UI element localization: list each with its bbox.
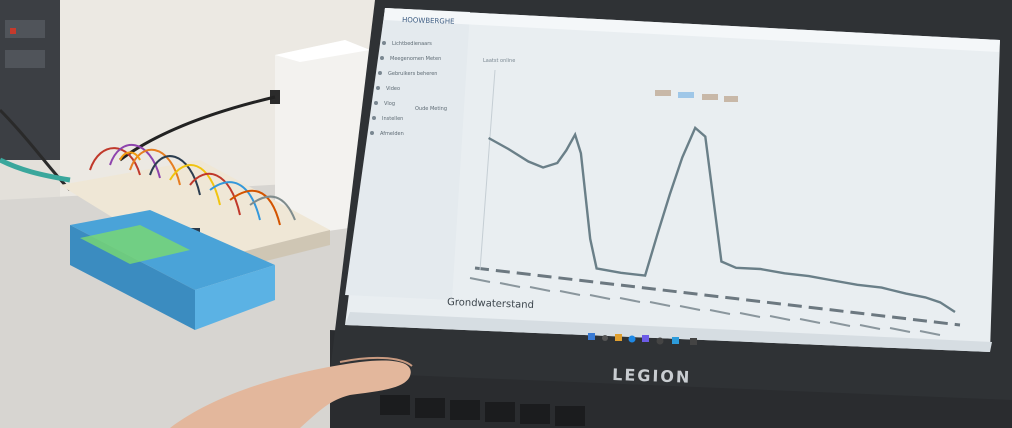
search-icon[interactable] (602, 335, 608, 341)
mid-label: Laatst online (483, 58, 515, 64)
chart-baseline (474, 266, 961, 327)
breadboard (60, 160, 330, 265)
rack-led (10, 28, 16, 34)
app-topbar (384, 8, 1000, 52)
app-icon[interactable] (642, 335, 649, 342)
chart-line (488, 125, 956, 314)
laptop-brand: LEGION (612, 365, 692, 387)
taskbar (345, 312, 992, 352)
rack-module (5, 50, 45, 68)
jumper-wires (89, 143, 296, 226)
sidebar-item-meegenomen[interactable]: Meegenomen Meten (380, 56, 441, 62)
store-icon[interactable] (672, 337, 679, 344)
app-sidebar (345, 8, 470, 300)
white-box (275, 40, 370, 235)
battery-front (195, 265, 275, 330)
laptop-screen (345, 8, 1000, 352)
white-box-top (275, 40, 370, 62)
filter-chip[interactable]: Oude Meting (415, 106, 447, 112)
finger-outline (339, 356, 413, 367)
sidebar-menu: Lichtbedienaars Meegenomen Meten Gebruik… (370, 41, 441, 137)
svg-text:Gebruikers beheren: Gebruikers beheren (388, 71, 437, 77)
sidebar-item-instellen[interactable]: Instellen (372, 116, 403, 122)
sidebar-item-lichtbedienaars[interactable]: Lichtbedienaars (382, 41, 432, 47)
sidebar-item-afmelden[interactable]: Afmelden (370, 131, 404, 137)
taskbar-icons (588, 333, 697, 345)
hand (170, 360, 411, 428)
battery-side (70, 225, 195, 330)
svg-text:Lichtbedienaars: Lichtbedienaars (392, 41, 432, 47)
sidebar-item-gebruikers[interactable]: Gebruikers beheren (378, 71, 437, 77)
chart-legend (655, 90, 738, 102)
chart-caption: Grondwaterstand (447, 297, 534, 311)
browser-icon[interactable] (628, 335, 636, 343)
sidebar-item-vlog[interactable]: Vlog (374, 101, 395, 107)
svg-text:Afmelden: Afmelden (380, 131, 404, 137)
cable-teal (0, 157, 71, 183)
chart-y-axis (479, 69, 496, 271)
folder-icon[interactable] (615, 334, 622, 341)
svg-text:Vlog: Vlog (384, 101, 395, 107)
cable (0, 108, 72, 192)
keyboard (380, 395, 585, 426)
start-icon[interactable] (588, 333, 595, 340)
sidebar-item-video[interactable]: Video (376, 86, 400, 92)
x-tick-labels (469, 277, 941, 336)
battery-led-strip (80, 225, 190, 264)
svg-text:Video: Video (386, 86, 400, 92)
app-brand: HOOWBERGHE (402, 16, 455, 26)
svg-text:Meegenomen Meten: Meegenomen Meten (390, 56, 441, 62)
chrome-icon[interactable] (656, 337, 664, 345)
power-cable (119, 95, 276, 162)
svg-text:Instellen: Instellen (382, 116, 403, 122)
settings-icon[interactable] (690, 338, 697, 345)
